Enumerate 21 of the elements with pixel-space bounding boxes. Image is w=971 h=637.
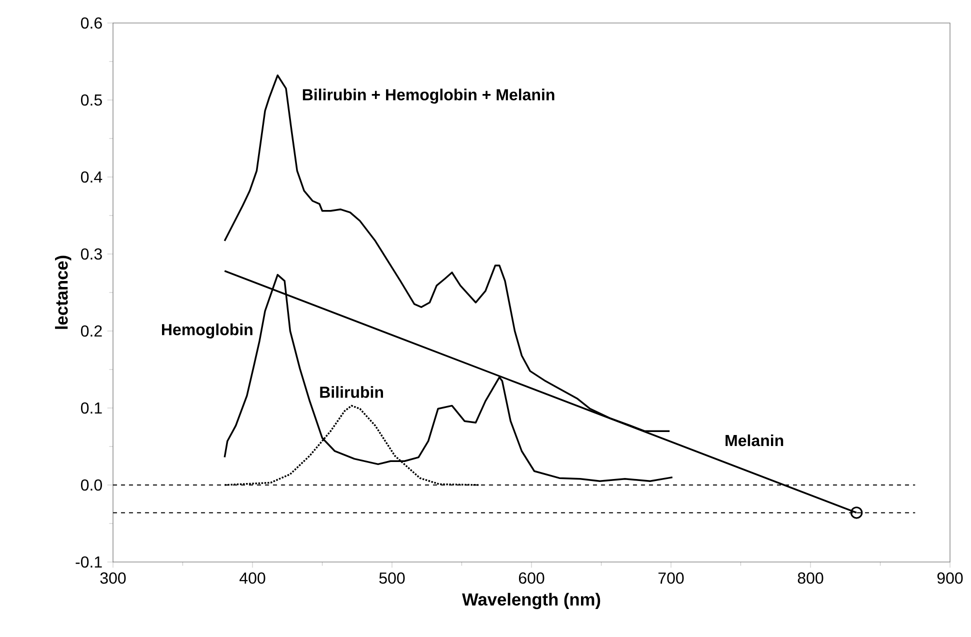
y-tick-label: 0.0	[80, 479, 102, 491]
x-tick-label: 300	[100, 572, 126, 584]
y-tick-label: 0.3	[80, 248, 102, 260]
series-label: Bilirubin	[320, 386, 384, 398]
x-axis-title: Wavelength (nm)	[462, 592, 600, 610]
y-tick-label: -0.1	[76, 556, 102, 568]
x-tick-label: 400	[240, 572, 266, 584]
series-label: Melanin	[726, 434, 784, 446]
series-label: Bilirubin + Hemoglobin + Melanin	[302, 88, 554, 104]
y-tick-label: 0.4	[80, 171, 102, 183]
x-tick-label: 700	[658, 572, 684, 584]
y-tick-label: 0.6	[80, 17, 102, 29]
x-tick-label: 900	[937, 572, 963, 584]
y-tick-label: 0.2	[80, 325, 102, 337]
y-tick-label: 0.1	[80, 402, 102, 414]
x-tick-label: 600	[518, 572, 544, 584]
x-tick-label: 800	[798, 572, 824, 584]
series-label: Hemoglobin	[162, 324, 252, 338]
y-axis-title: lectance)	[55, 256, 72, 329]
x-tick-label: 500	[379, 572, 405, 584]
y-tick-label: 0.5	[80, 94, 102, 106]
